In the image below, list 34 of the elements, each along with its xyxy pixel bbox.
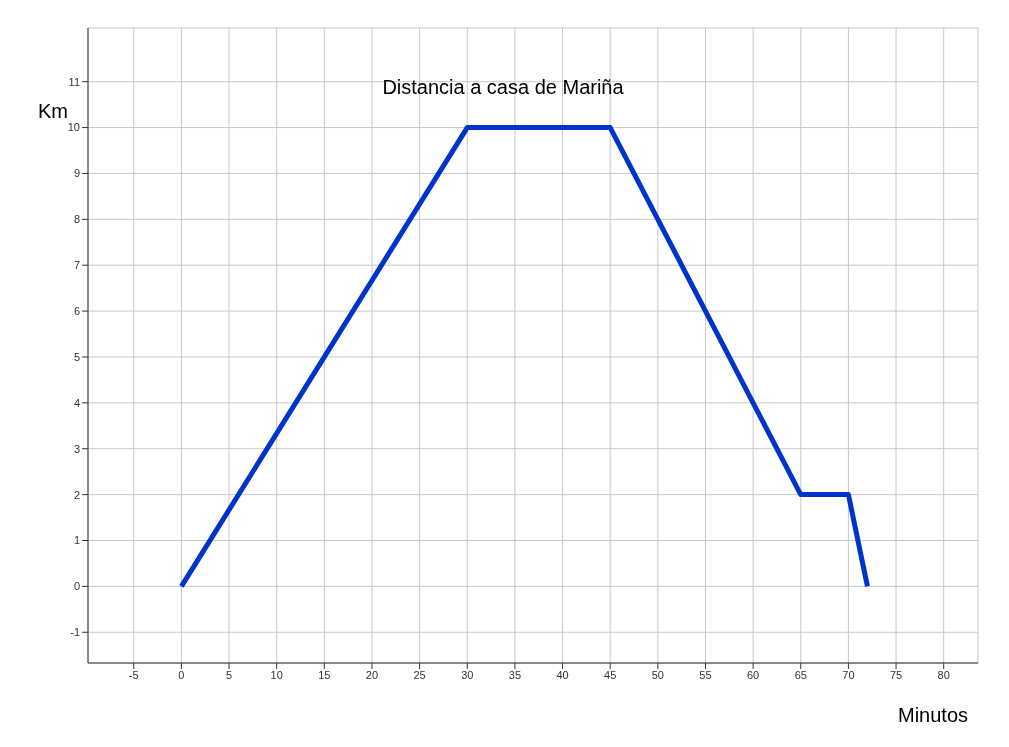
y-tick-label: 2 <box>73 488 80 501</box>
y-tick-label: 10 <box>67 121 80 134</box>
x-tick-label: 10 <box>270 668 283 681</box>
y-tick-label: 3 <box>73 442 80 455</box>
x-tick-label: 55 <box>699 668 712 681</box>
x-tick-label: 20 <box>365 668 379 681</box>
y-tick-label: 7 <box>73 259 80 272</box>
x-axis-title: Minutos <box>897 704 968 726</box>
x-tick-label: 80 <box>937 668 950 681</box>
y-tick-label: 0 <box>73 580 80 593</box>
x-tick-label: 15 <box>318 668 331 681</box>
y-tick-label: 5 <box>73 350 80 363</box>
x-tick-label: 45 <box>604 668 617 681</box>
y-tick-label: 4 <box>73 396 80 409</box>
x-tick-label: 5 <box>225 668 233 681</box>
x-tick-label: 40 <box>556 668 569 681</box>
x-tick-label: 35 <box>508 668 522 681</box>
y-tick-label: -1 <box>70 626 80 639</box>
y-tick-label: 6 <box>73 304 80 317</box>
text: Distancia a casa de Mariña <box>382 76 624 98</box>
x-tick-label: 30 <box>461 668 474 681</box>
x-tick-label: 25 <box>413 668 426 681</box>
x-tick-label: 75 <box>889 668 903 681</box>
x-tick-label: 70 <box>842 668 855 681</box>
y-tick-label: 8 <box>73 213 80 226</box>
y-tick-label: 11 <box>68 75 80 88</box>
x-tick-label: 0 <box>178 668 185 681</box>
y-tick-label: 9 <box>73 167 80 180</box>
x-tick-label: 65 <box>794 668 807 681</box>
x-tick-label: 50 <box>651 668 664 681</box>
y-tick-label: 1 <box>73 534 80 547</box>
y-axis-title: Km <box>38 100 68 122</box>
x-tick-label: 60 <box>746 668 760 681</box>
x-tick-label: -5 <box>128 668 139 681</box>
